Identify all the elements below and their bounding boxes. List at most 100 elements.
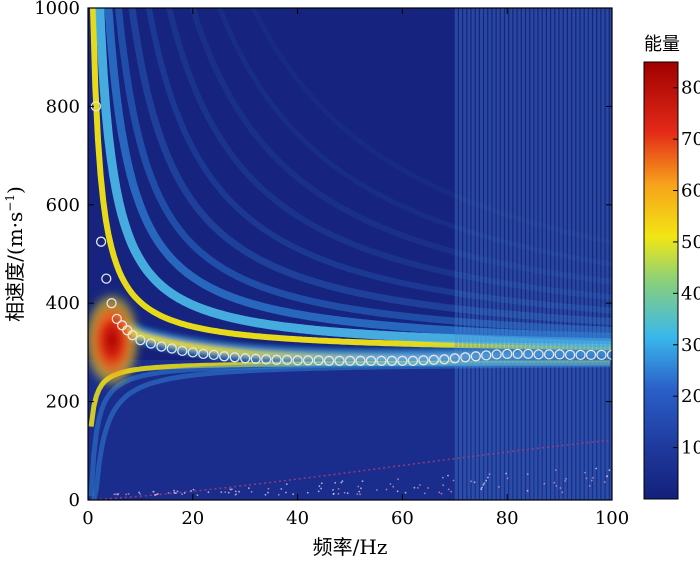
- speckle: [235, 493, 238, 495]
- speckle: [498, 486, 500, 488]
- pick-marker: [313, 355, 324, 366]
- stripe: [509, 8, 513, 500]
- speckle: [264, 493, 267, 496]
- x-axis-title: 频率/Hz: [313, 535, 388, 559]
- speckle: [357, 485, 360, 488]
- pick-marker: [533, 349, 544, 360]
- y-tick-label: 1000: [34, 0, 80, 19]
- speckle: [358, 490, 361, 493]
- x-tick-label: 100: [595, 508, 629, 529]
- speckle: [157, 493, 160, 495]
- stripe: [475, 8, 479, 500]
- pick-marker: [386, 355, 398, 366]
- speckle: [337, 492, 340, 495]
- y-tick-label: 800: [46, 96, 80, 117]
- pick-marker: [292, 355, 303, 366]
- speckle: [585, 477, 588, 480]
- colorbar-tick-label: 80: [681, 78, 700, 99]
- speckle: [173, 489, 176, 492]
- stripe: [530, 8, 534, 500]
- speckle: [470, 480, 472, 483]
- speckle: [376, 489, 378, 491]
- speckle: [234, 490, 237, 493]
- stripe: [505, 8, 509, 500]
- x-tick-label: 0: [82, 508, 93, 529]
- speckle: [320, 482, 323, 485]
- pick-marker: [302, 355, 314, 366]
- colorbar-ticks: 10 20 30 40 50 60 70 80: [673, 78, 700, 459]
- high-frequency-stripes: [454, 8, 617, 500]
- stripe: [484, 8, 488, 500]
- energy-band-9: [216, 8, 612, 267]
- speckle: [606, 474, 609, 477]
- x-tick-label: 60: [391, 508, 414, 529]
- speckle: [285, 491, 287, 494]
- speckle: [450, 490, 453, 493]
- pick-marker: [101, 273, 112, 284]
- stripe: [488, 8, 492, 500]
- speckle: [229, 488, 232, 491]
- speckle: [247, 487, 250, 489]
- stripe: [563, 8, 567, 500]
- speckle: [389, 483, 392, 485]
- speckle: [227, 491, 230, 494]
- speckle: [487, 476, 489, 479]
- stripe: [601, 8, 605, 500]
- stripe: [496, 8, 500, 500]
- colorbar-gradient: [643, 61, 679, 500]
- stripe: [480, 8, 483, 500]
- energy-band-3: [104, 8, 612, 341]
- y-tick-label: 0: [69, 490, 80, 511]
- speckle: [404, 491, 407, 494]
- pick-marker: [95, 236, 107, 247]
- speckle: [139, 493, 141, 495]
- stripe: [555, 8, 559, 500]
- pick-marker: [344, 355, 356, 366]
- energy-band-2: [95, 8, 612, 348]
- pick-marker: [240, 353, 251, 364]
- pick-marker: [208, 349, 219, 361]
- colorbar-tick-label: 70: [681, 129, 700, 150]
- speckle: [267, 491, 269, 494]
- pick-marker: [229, 352, 240, 363]
- stripe: [572, 8, 576, 500]
- y-tick-label: 600: [46, 195, 80, 216]
- pick-marker: [554, 349, 565, 360]
- energy-band-6: [145, 8, 612, 314]
- speckle: [167, 492, 170, 494]
- speckle: [224, 491, 227, 493]
- speckle: [292, 493, 294, 496]
- speckle: [127, 493, 130, 495]
- stripe: [605, 8, 609, 500]
- speckle: [181, 493, 184, 496]
- speckle: [115, 493, 117, 495]
- x-tick-label: 20: [181, 508, 204, 529]
- speckle: [553, 481, 556, 484]
- speckle: [361, 480, 364, 482]
- speckle: [231, 488, 233, 490]
- stripe: [580, 8, 584, 500]
- x-tick-label: 40: [286, 508, 309, 529]
- stripe: [614, 8, 617, 500]
- speckle: [125, 493, 128, 496]
- speckle: [526, 473, 529, 476]
- pick-marker: [512, 348, 523, 360]
- stripe: [568, 8, 571, 500]
- dispersion-picks: [90, 101, 612, 366]
- speckle: [564, 480, 567, 482]
- speckle: [440, 492, 443, 495]
- stripe: [513, 8, 517, 500]
- y-axis-title-main: 相速度/(m·s: [3, 212, 27, 322]
- colorbar-tick-label: 30: [681, 335, 700, 356]
- pick-marker: [543, 349, 555, 360]
- energy-band-5: [128, 8, 612, 326]
- speckle: [397, 478, 399, 480]
- speckle: [385, 488, 388, 491]
- speckle: [554, 469, 557, 471]
- pick-marker: [177, 345, 188, 357]
- speckle: [152, 490, 155, 493]
- stripe: [459, 8, 462, 500]
- colorbar-tick-label: 40: [681, 283, 700, 304]
- speckle: [360, 487, 362, 490]
- speckle: [267, 487, 270, 490]
